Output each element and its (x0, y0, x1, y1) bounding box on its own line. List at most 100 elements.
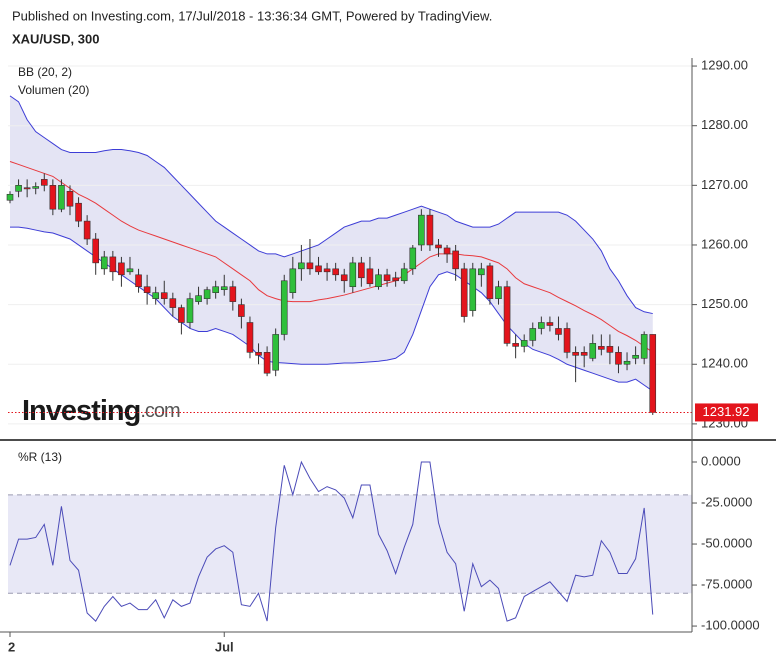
candle-body (469, 268, 477, 311)
r-line (9, 460, 654, 622)
candle-body (340, 274, 348, 282)
candle-body (435, 244, 442, 249)
candle-body (538, 322, 545, 329)
candle-body (606, 346, 614, 353)
candle-body (623, 360, 631, 365)
indicator-label: BB (20, 2) (18, 65, 72, 79)
bb-middle (9, 161, 654, 353)
candle-body (563, 328, 571, 353)
candle-body (632, 355, 639, 359)
candle-body (358, 262, 365, 279)
candle-body (520, 340, 528, 347)
candle-body (6, 193, 14, 201)
candle-body (392, 277, 399, 282)
candle-body (32, 186, 40, 189)
candle-body (92, 238, 99, 264)
y-tick-label: -50.0000 (701, 535, 752, 550)
candle-body (580, 352, 588, 356)
candle-body (238, 304, 245, 317)
last-price-box (695, 403, 758, 422)
candle-body (280, 280, 288, 335)
candle-body (66, 190, 74, 207)
candle-body (75, 202, 82, 222)
candle-body (109, 256, 117, 273)
candle-body (572, 352, 579, 356)
y-tick-label: -100.0000 (701, 618, 760, 633)
candle-body (58, 185, 65, 210)
watermark-suffix: .com (140, 400, 180, 422)
candle-body (169, 298, 177, 308)
y-tick-label: 1280.00 (701, 117, 748, 132)
candle-body (366, 268, 374, 285)
band-fill (10, 95, 653, 392)
candle-body (460, 268, 468, 317)
y-tick-label: -75.0000 (701, 576, 752, 591)
candle-body (143, 286, 151, 293)
candle-body (186, 298, 194, 323)
candle-body (486, 265, 494, 299)
candle-body (598, 346, 605, 350)
candle-body (332, 268, 339, 276)
y-tick-label: 0.0000 (701, 453, 741, 468)
watermark-main: Investing (22, 395, 140, 427)
y-tick-label: 1270.00 (701, 177, 748, 192)
candle-body (220, 286, 228, 291)
y-tick-label: 1240.00 (701, 356, 748, 371)
candle-body (118, 262, 125, 276)
candle-body (100, 256, 108, 270)
candle-body (289, 268, 297, 293)
candle-body (443, 247, 451, 255)
candle-body (229, 286, 237, 302)
candle-body (315, 265, 322, 273)
bb-lower (10, 226, 654, 392)
candle-body (126, 268, 134, 273)
candle-body (246, 322, 254, 353)
candle-body (255, 352, 262, 356)
candle-body (323, 268, 331, 273)
y-tick-label: -25.0000 (701, 494, 752, 509)
candle-body (135, 274, 142, 288)
bb-upper (9, 95, 653, 315)
candle-body (263, 352, 271, 374)
candle-body (152, 292, 159, 299)
candle-body (615, 352, 622, 365)
y-tick-label: 1260.00 (701, 236, 748, 251)
x-tick-label: Jul (215, 639, 234, 654)
symbol-title: XAU/USD, 300 (12, 31, 99, 46)
indicator-label: Volumen (20) (18, 83, 89, 97)
candle-body (49, 185, 57, 210)
y-tick-label: 1290.00 (701, 57, 748, 72)
candle-body (452, 250, 459, 270)
candle-body (298, 262, 305, 270)
candle-body (589, 343, 597, 359)
candle-body (40, 179, 48, 186)
x-tick-label: 2 (8, 639, 15, 654)
candle-body (529, 328, 537, 341)
level-band (8, 494, 692, 594)
candle-body (640, 334, 648, 359)
candle-body (212, 286, 219, 293)
candle-body (349, 262, 357, 288)
candle-body (546, 322, 554, 326)
candle-body (23, 187, 31, 190)
candle-body (195, 295, 202, 302)
candle-body (203, 289, 211, 299)
candle-body (555, 328, 562, 335)
candle-body (503, 286, 511, 344)
candle-body (383, 274, 391, 282)
candle-body (15, 185, 22, 192)
watermark: Investing.com (22, 395, 180, 427)
candle-body (418, 214, 425, 246)
candle-body (409, 247, 417, 270)
candle-body (400, 268, 408, 282)
candle-body (375, 274, 382, 288)
panel-title: %R (13) (18, 450, 62, 464)
candle-body (426, 214, 434, 246)
candle-body (649, 334, 657, 413)
candle-body (178, 307, 185, 323)
candle-body (272, 334, 279, 371)
published-note: Published on Investing.com, 17/Jul/2018 … (12, 8, 492, 23)
candle-body (495, 286, 502, 299)
candle-body (83, 220, 91, 240)
